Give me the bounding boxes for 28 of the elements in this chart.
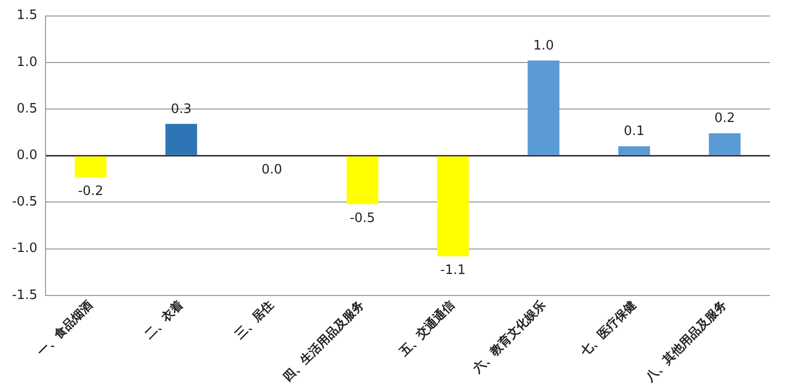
data-label: -0.2 bbox=[78, 184, 104, 199]
x-tick-label: 八、其他用品及服务 bbox=[642, 298, 730, 385]
y-tick-label: -1.0 bbox=[12, 241, 38, 256]
data-label: 1.0 bbox=[533, 38, 554, 54]
data-label: -0.5 bbox=[350, 210, 376, 226]
y-tick-label: 0.5 bbox=[16, 101, 38, 116]
y-tick-label: 1.5 bbox=[16, 8, 38, 24]
x-tick-label: 七、医疗保健 bbox=[576, 298, 638, 360]
bar bbox=[708, 133, 741, 155]
data-label: 0.1 bbox=[624, 124, 644, 140]
y-tick-label: -0.5 bbox=[12, 194, 38, 210]
bar bbox=[165, 124, 198, 155]
bar bbox=[528, 60, 560, 155]
y-tick-label: 1.0 bbox=[16, 54, 38, 70]
x-tick-label: 五、交通通信 bbox=[396, 298, 458, 360]
x-tick-label: 二、衣着 bbox=[142, 298, 186, 342]
bar bbox=[346, 156, 378, 204]
bar bbox=[74, 156, 107, 178]
x-tick-label: 六、教育文化娱乐 bbox=[469, 298, 548, 376]
y-tick-label: 0.0 bbox=[16, 148, 38, 163]
bar bbox=[437, 156, 469, 256]
data-label: 0.2 bbox=[714, 111, 736, 126]
data-label: 0.3 bbox=[170, 102, 192, 117]
bar bbox=[618, 146, 650, 155]
data-label: 0.0 bbox=[261, 162, 282, 178]
x-tick-label: 三、居住 bbox=[232, 298, 276, 342]
data-label: -1.1 bbox=[440, 263, 466, 278]
x-tick-label: 四、生活用品及服务 bbox=[280, 298, 367, 384]
